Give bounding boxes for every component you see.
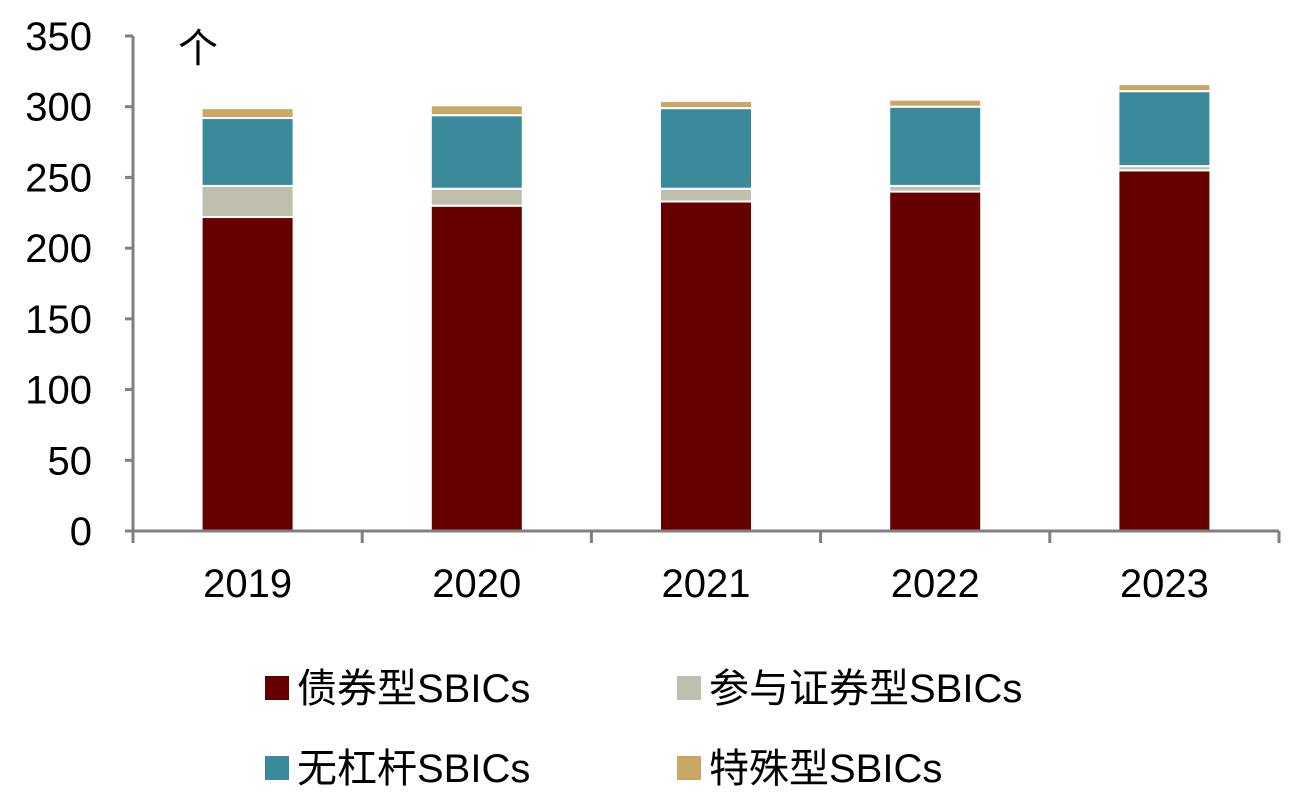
- legend-item-participating: 参与证券型SBICs: [677, 667, 1022, 711]
- legend-item-debt: 债券型SBICs: [265, 667, 530, 711]
- bar-segment: [888, 190, 983, 532]
- y-axis-unit-label: 个: [178, 27, 218, 71]
- bar-segment: [200, 107, 295, 120]
- bar-segment: [1117, 90, 1212, 168]
- y-tick-label: 250: [25, 156, 92, 200]
- bars: [200, 83, 1212, 532]
- legend-label-non-leveraged: 无杠杆SBICs: [297, 747, 530, 791]
- x-tick-label: 2023: [1120, 562, 1209, 606]
- legend-swatch-non-leveraged: [265, 756, 289, 780]
- bar-segment: [429, 104, 524, 117]
- bar-segment: [659, 200, 753, 532]
- y-tick-label: 350: [25, 15, 92, 59]
- x-tick-label: 2019: [203, 562, 292, 606]
- x-axis-ticks: 2019 2020 2021 2022 2023: [131, 531, 1281, 606]
- legend-label-participating: 参与证券型SBICs: [709, 667, 1022, 711]
- bar-segment: [888, 98, 983, 108]
- x-tick-label: 2022: [891, 562, 980, 606]
- y-tick-label: 300: [25, 86, 92, 130]
- legend-label-special: 特殊型SBICs: [709, 747, 942, 791]
- y-tick-label: 150: [25, 298, 92, 342]
- y-tick-label: 100: [25, 369, 92, 413]
- x-tick-label: 2020: [432, 562, 521, 606]
- y-axis-ticks: 0 50 100 150 200 250 300 350: [25, 15, 133, 554]
- legend-swatch-special: [677, 756, 701, 780]
- legend-swatch-debt: [265, 676, 289, 700]
- legend: 债券型SBICs 参与证券型SBICs 无杠杆SBICs 特殊型SBICs: [265, 667, 1022, 791]
- bar-segment: [200, 216, 295, 532]
- x-tick-label: 2021: [662, 562, 751, 606]
- y-tick-label: 50: [48, 439, 93, 483]
- bar-segment: [429, 187, 524, 207]
- bar-segment: [888, 105, 983, 187]
- bar-segment: [429, 204, 524, 532]
- bar-segment: [200, 184, 295, 219]
- y-tick-label: 0: [70, 510, 92, 554]
- bar-segment: [659, 107, 753, 190]
- bar-segment: [659, 100, 753, 110]
- legend-item-special: 特殊型SBICs: [677, 747, 942, 791]
- legend-swatch-participating: [677, 676, 701, 700]
- bar-segment: [1117, 83, 1212, 93]
- bar-segment: [659, 187, 753, 203]
- legend-label-debt: 债券型SBICs: [297, 667, 530, 711]
- bar-segment: [429, 114, 524, 190]
- y-tick-label: 200: [25, 227, 92, 271]
- bar-segment: [1117, 169, 1212, 532]
- legend-item-non-leveraged: 无杠杆SBICs: [265, 747, 530, 791]
- bar-segment: [200, 117, 295, 187]
